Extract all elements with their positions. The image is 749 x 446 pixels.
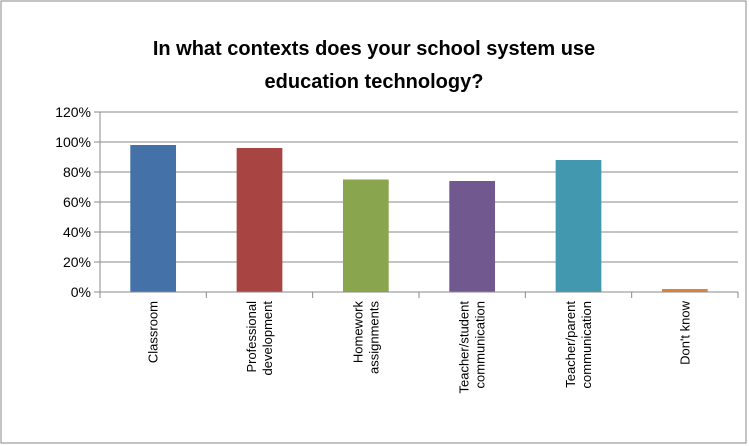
category-label: Professional development xyxy=(244,301,275,376)
y-tick-label: 100% xyxy=(55,134,91,150)
category-label-line: Teacher/student xyxy=(457,301,472,394)
category-label-line: Homework xyxy=(350,301,365,364)
y-tick-label: 120% xyxy=(55,104,91,120)
chart-title: In what contexts does your school system… xyxy=(153,38,595,93)
category-label: Teacher/student communication xyxy=(457,301,488,394)
x-axis-category-labels: Classroom Professional development Homework… xyxy=(146,300,693,393)
gridlines xyxy=(94,111,738,293)
axes xyxy=(99,112,739,298)
category-label-line: assignments xyxy=(366,301,381,374)
bar xyxy=(555,160,602,292)
y-axis-tick-labels: 0% 20% 40% 60% 80% 100% 120% xyxy=(55,104,91,300)
bar xyxy=(342,179,389,292)
category-label-line: Classroom xyxy=(146,301,161,363)
y-tick-label: 60% xyxy=(63,194,91,210)
category-label: Classroom xyxy=(146,301,161,363)
bar xyxy=(449,181,496,292)
chart-title-line-1: In what contexts does your school system… xyxy=(153,38,595,60)
category-label-line: Teacher/parent xyxy=(563,301,578,388)
bar xyxy=(236,148,283,292)
bar xyxy=(661,289,708,292)
category-label-line: Professional xyxy=(244,301,259,373)
category-label-line: Don't know xyxy=(677,300,692,365)
category-label: Don't know xyxy=(677,300,692,365)
category-label: Teacher/parent communication xyxy=(563,301,594,389)
chart-title-line-2: education technology? xyxy=(265,71,484,93)
y-tick-label: 40% xyxy=(63,224,91,240)
category-label: Homework assignments xyxy=(350,301,381,374)
y-tick-label: 0% xyxy=(71,284,91,300)
bars xyxy=(130,145,708,292)
category-label-line: communication xyxy=(473,301,488,388)
bar xyxy=(130,145,177,292)
y-tick-label: 80% xyxy=(63,164,91,180)
category-label-line: communication xyxy=(579,301,594,388)
category-label-line: development xyxy=(260,301,275,376)
y-tick-label: 20% xyxy=(63,254,91,270)
